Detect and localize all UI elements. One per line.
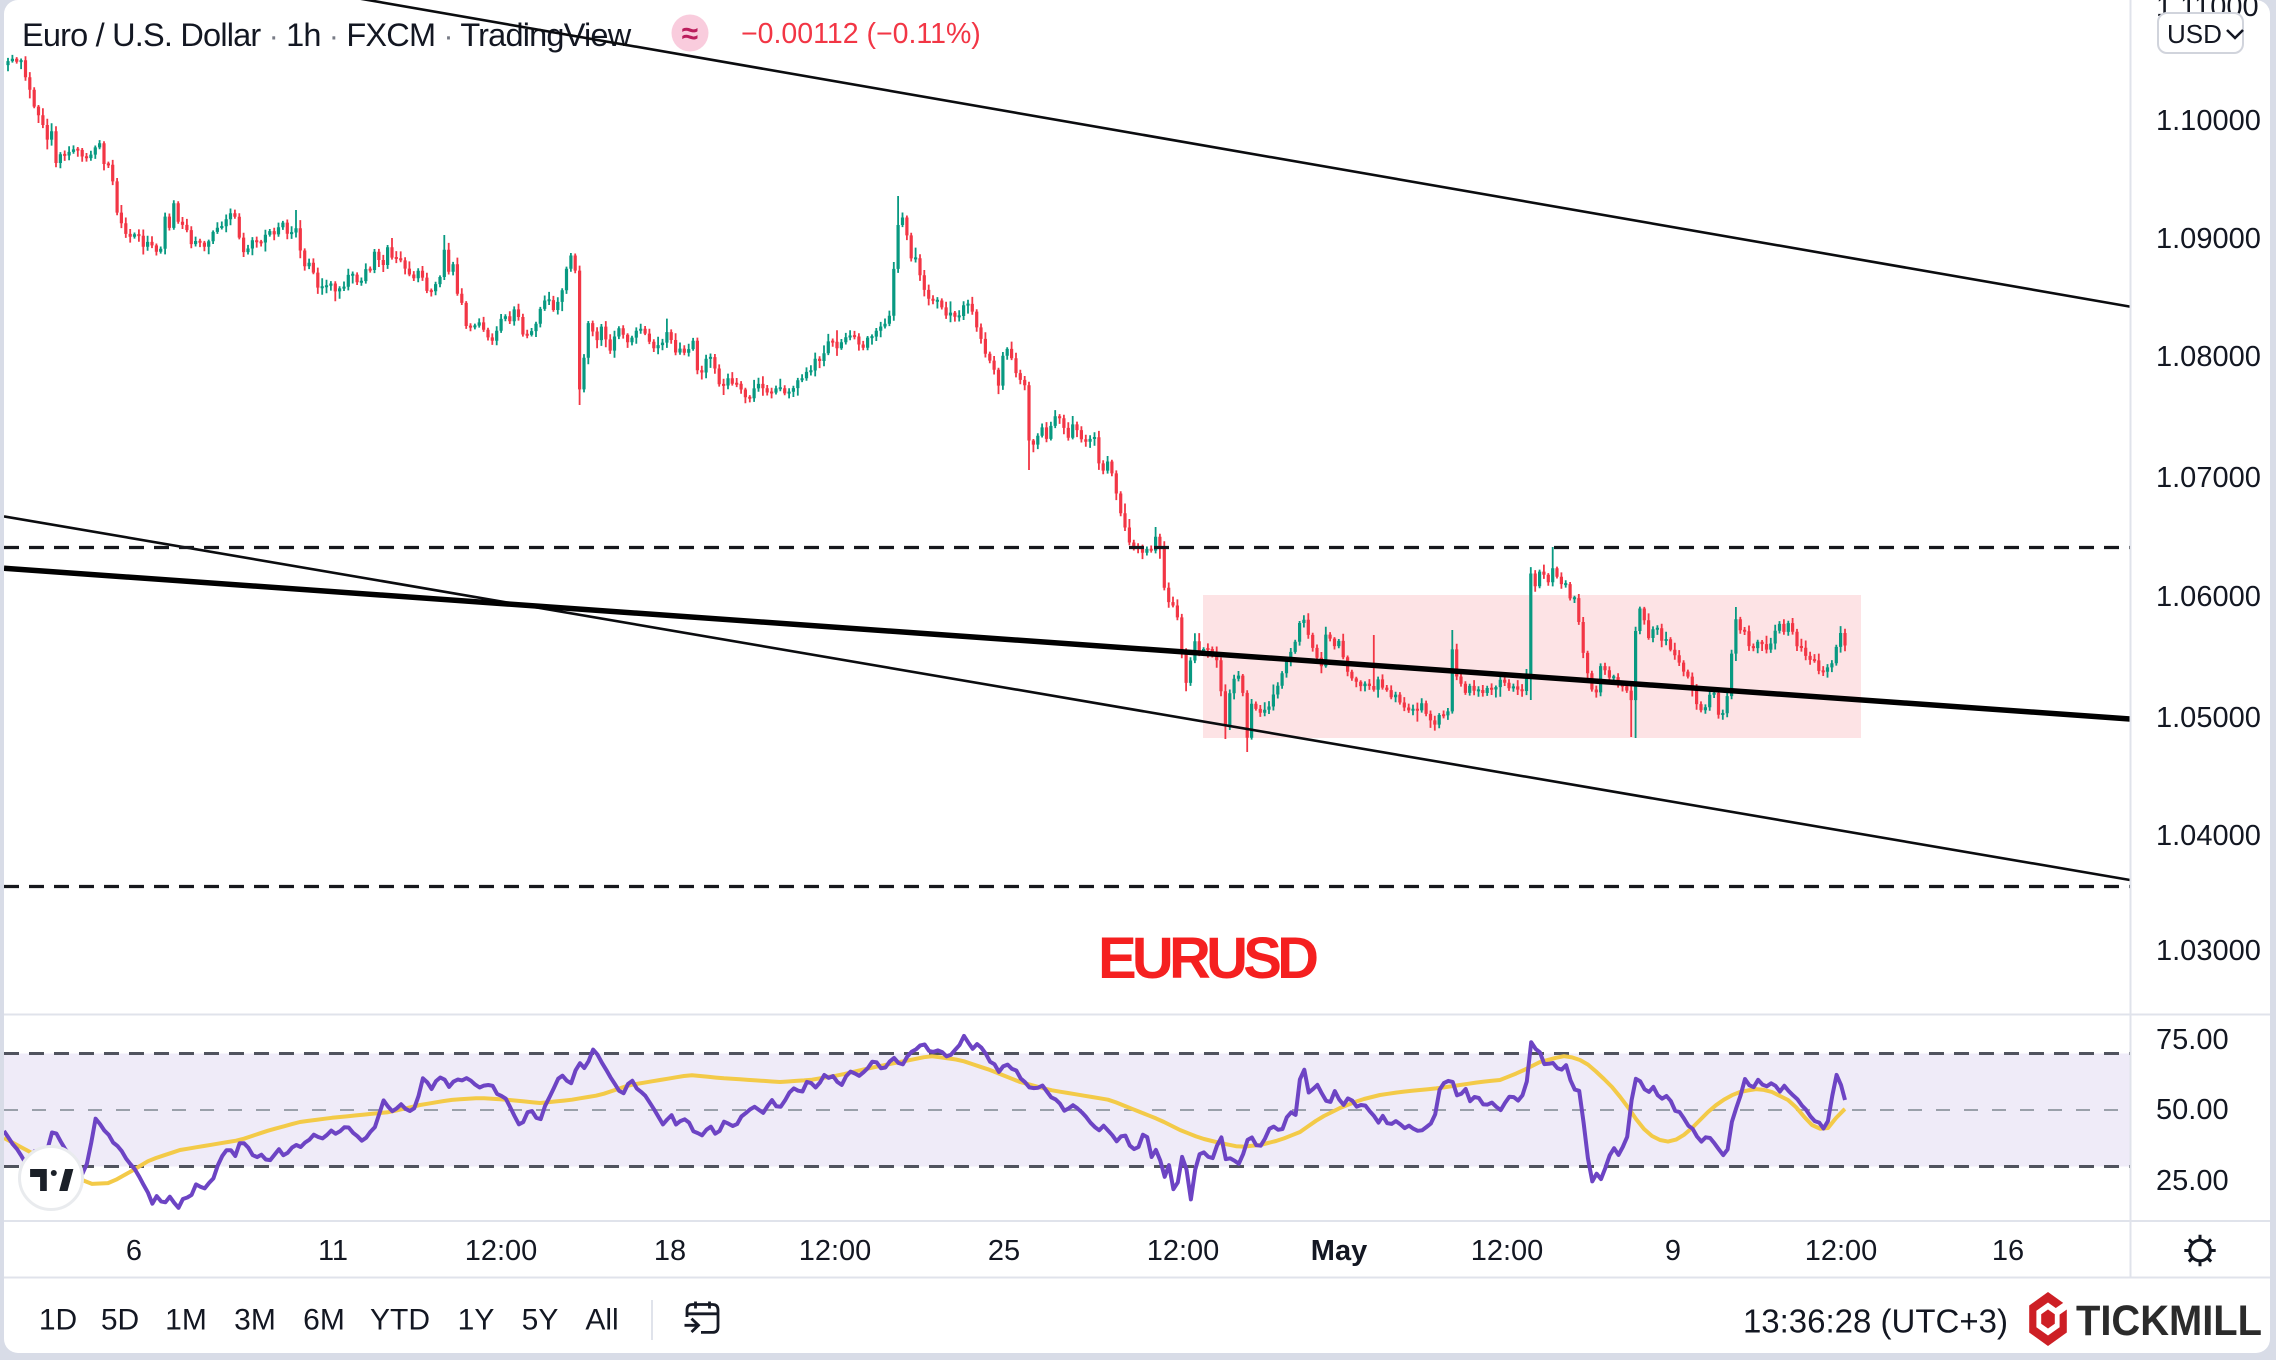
svg-text:1.05000: 1.05000 xyxy=(2156,702,2261,734)
svg-text:−0.00112 (−0.11%): −0.00112 (−0.11%) xyxy=(741,18,981,50)
svg-text:1.06000: 1.06000 xyxy=(2156,581,2261,613)
svg-text:18: 18 xyxy=(654,1235,686,1267)
svg-text:12:00: 12:00 xyxy=(465,1235,538,1267)
svg-text:3M: 3M xyxy=(234,1304,276,1337)
svg-text:All: All xyxy=(585,1304,618,1337)
svg-text:1.04000: 1.04000 xyxy=(2156,820,2261,852)
svg-text:YTD: YTD xyxy=(370,1304,430,1337)
svg-text:1D: 1D xyxy=(39,1304,77,1337)
svg-text:May: May xyxy=(1311,1235,1367,1267)
svg-text:6M: 6M xyxy=(303,1304,345,1337)
svg-text:1M: 1M xyxy=(165,1304,207,1337)
svg-text:11: 11 xyxy=(318,1235,348,1267)
svg-text:25: 25 xyxy=(988,1235,1020,1267)
svg-text:12:00: 12:00 xyxy=(1805,1235,1878,1267)
svg-text:6: 6 xyxy=(126,1235,142,1267)
svg-text:1Y: 1Y xyxy=(458,1304,495,1337)
svg-text:TICKMILL: TICKMILL xyxy=(2076,1297,2262,1345)
svg-text:25.00: 25.00 xyxy=(2156,1165,2229,1197)
svg-text:≈: ≈ xyxy=(682,18,698,51)
svg-text:16: 16 xyxy=(1992,1235,2024,1267)
svg-text:USD: USD xyxy=(2167,19,2222,49)
svg-text:12:00: 12:00 xyxy=(799,1235,872,1267)
svg-text:12:00: 12:00 xyxy=(1471,1235,1544,1267)
svg-text:1.08000: 1.08000 xyxy=(2156,341,2261,373)
svg-text:1.03000: 1.03000 xyxy=(2156,935,2261,967)
svg-text:Euro / U.S. Dollar · 1h · FXCM: Euro / U.S. Dollar · 1h · FXCM · Trading… xyxy=(22,17,632,53)
svg-text:9: 9 xyxy=(1665,1235,1681,1267)
svg-text:1.09000: 1.09000 xyxy=(2156,223,2261,255)
svg-text:13:36:28 (UTC+3): 13:36:28 (UTC+3) xyxy=(1743,1303,2008,1340)
svg-text:12:00: 12:00 xyxy=(1147,1235,1220,1267)
svg-text:50.00: 50.00 xyxy=(2156,1094,2229,1126)
svg-text:5D: 5D xyxy=(101,1304,139,1337)
svg-text:EURUSD: EURUSD xyxy=(1098,926,1319,991)
svg-text:75.00: 75.00 xyxy=(2156,1024,2229,1056)
svg-text:1.07000: 1.07000 xyxy=(2156,462,2261,494)
svg-text:5Y: 5Y xyxy=(522,1304,559,1337)
svg-text:1.10000: 1.10000 xyxy=(2156,105,2261,137)
